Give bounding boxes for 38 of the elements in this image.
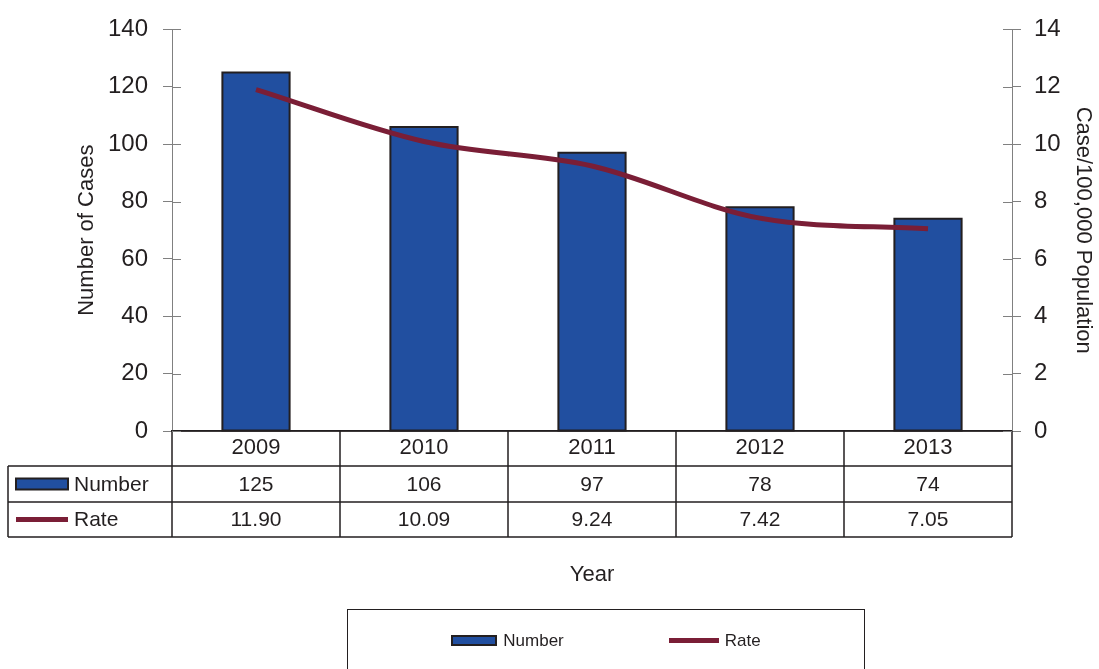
y-tick-label: 20 (121, 358, 148, 386)
y-tick-label: 0 (134, 415, 148, 443)
y2-tick-label: 12 (1034, 71, 1061, 99)
y2-tick-label: 8 (1034, 186, 1048, 214)
y2-tick-label: 14 (1034, 14, 1061, 42)
y-tick-label: 80 (121, 186, 148, 214)
data-label: 125 (238, 471, 274, 495)
x-tick-label: 2013 (903, 434, 953, 460)
y-tick-label: 60 (121, 243, 148, 271)
y2-tick-label: 2 (1034, 358, 1048, 386)
data-label: 11.90 (230, 507, 282, 531)
text: Number (503, 630, 564, 650)
data-label: 7.42 (739, 507, 781, 531)
text: Rate (724, 630, 761, 650)
y-axis-title: Number of Cases (73, 144, 99, 316)
legend-label: Rate (74, 507, 119, 531)
y-tick-label: 140 (107, 14, 148, 42)
y-tick-label: 120 (107, 71, 148, 99)
data-label: 7.05 (907, 507, 949, 531)
x-axis-title: Year (569, 561, 615, 587)
y2-tick-label: 10 (1034, 128, 1061, 156)
y-tick-label: 40 (121, 300, 148, 328)
x-tick-label: 2012 (735, 434, 785, 460)
legend-label: Number (74, 471, 149, 495)
y2-tick-label: 4 (1034, 300, 1048, 328)
data-label: 78 (748, 471, 772, 495)
data-label: 106 (406, 471, 442, 495)
data-label: 97 (580, 471, 604, 495)
y2-tick-label: 0 (1034, 415, 1048, 443)
data-label: 9.24 (571, 507, 613, 531)
y-tick-label: 100 (107, 128, 148, 156)
y2-tick-label: 6 (1034, 243, 1048, 271)
x-tick-label: 2011 (568, 434, 616, 460)
data-label: 74 (916, 471, 940, 495)
data-label: 10.09 (397, 507, 451, 531)
x-tick-label: 2010 (399, 434, 449, 460)
x-tick-label: 2009 (231, 434, 281, 460)
y2-axis-title: Case/100,000 Population (1071, 106, 1097, 354)
